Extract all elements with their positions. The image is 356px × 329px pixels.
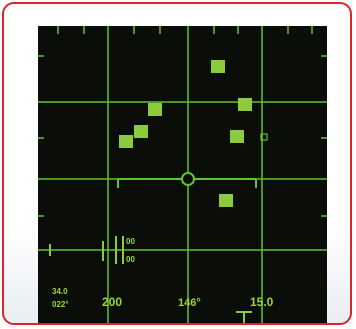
- reticle-circle-icon[interactable]: [117, 172, 257, 188]
- radar-display: 00 00 34.0 022° 200 146° 15.0: [38, 26, 327, 323]
- marker-bottom-label: 00: [126, 255, 135, 264]
- target-1[interactable]: [211, 60, 225, 73]
- targets: [119, 60, 252, 207]
- card-frame: 00 00 34.0 022° 200 146° 15.0: [2, 2, 352, 325]
- heading-center: 146°: [178, 297, 201, 309]
- alt-value: 34.0: [52, 287, 68, 296]
- target-4[interactable]: [134, 125, 148, 138]
- left-scale: [49, 236, 124, 264]
- bottom-marker: [236, 311, 252, 323]
- target-5[interactable]: [119, 135, 133, 148]
- hollow-marker[interactable]: [260, 133, 268, 141]
- target-7[interactable]: [219, 194, 233, 207]
- target-2[interactable]: [238, 98, 252, 111]
- range-left: 200: [102, 295, 122, 309]
- marker-top-label: 00: [126, 237, 135, 246]
- radar-canvas: 00 00 34.0 022° 200 146° 15.0: [38, 26, 327, 323]
- top-ticks: [57, 26, 313, 34]
- target-6[interactable]: [230, 130, 244, 143]
- range-right: 15.0: [250, 295, 274, 309]
- left-ticks: [38, 55, 327, 217]
- target-3[interactable]: [148, 103, 162, 116]
- heading-small: 022°: [52, 300, 69, 309]
